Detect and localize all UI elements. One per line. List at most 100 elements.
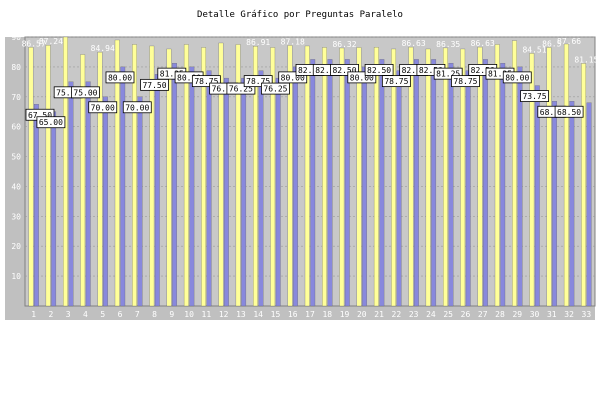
bar-series1-17 [304,45,310,307]
x-tick-label: 19 [340,310,350,319]
x-tick-label: 18 [322,310,332,319]
data-label-box [226,82,256,95]
data-label-text: 75.00 [56,88,80,97]
data-label-series2: 70.00 [88,101,118,114]
bar-series1-8 [149,45,155,307]
data-label-box [330,64,359,76]
bar-series2-22 [396,70,402,307]
bar-series2-27 [483,59,488,307]
x-tick-label: 32 [564,310,574,319]
data-label-text: 81.25 [488,70,512,79]
data-label-text: 82.50 [367,66,391,75]
data-label-text: 70.00 [91,103,115,112]
data-label-series2: 76.25 [226,82,256,95]
bar-series2-1 [33,104,39,307]
data-label-box [347,71,377,84]
data-label-text: 77.50 [142,81,166,90]
bar-series2-33 [586,102,592,307]
bar-series1-20 [356,47,362,307]
data-label-series2: 70.00 [122,101,152,114]
bar-series2-5 [103,96,108,307]
data-label-box [381,75,411,88]
x-tick-label: 29 [512,310,522,319]
data-label-series1: 87.66 [557,37,581,46]
bar-series2-17 [310,59,316,307]
bar-series1-27 [477,46,483,307]
data-label-series1: 87.18 [281,37,305,46]
bar-series2-32 [569,101,575,307]
x-tick-label: 7 [135,310,140,319]
data-label-series1: 86.35 [436,40,460,49]
x-tick-label: 2 [48,310,53,319]
data-label-series1: 86.91 [246,38,270,47]
data-label-series1: 86.5 [542,39,561,48]
data-label-text: 80.00 [350,73,374,82]
data-label-box [105,71,135,84]
x-tick-label: 26 [461,310,471,319]
bar-series1-31 [546,47,552,307]
bar-series2-30 [534,85,540,307]
data-label-series2: 78.75 [381,75,411,88]
bar-series2-20 [362,66,367,307]
x-tick-label: 28 [495,310,505,319]
bar-series1-13 [235,44,241,307]
bar-series2-29 [517,66,523,307]
data-label-series2: 73.75 [520,90,549,102]
data-label-text: 82.50 [402,66,426,75]
bar-series2-8 [154,74,160,307]
bar-series1-1 [28,47,34,307]
data-label-box [36,116,66,129]
data-label-series1: 87.24 [39,37,63,46]
x-tick-label: 20 [357,310,367,319]
data-label-text: 82.50 [315,66,339,75]
data-label-text: 81.25 [160,70,184,79]
bar-series1-5 [97,51,103,307]
data-label-series1: 86.57 [22,39,46,48]
data-label-text: 75.00 [73,88,97,97]
y-tick-label: 10 [11,272,21,281]
x-tick-label: 30 [530,310,540,319]
bar-series2-19 [344,59,350,307]
data-label-series2: 81.25 [433,67,463,80]
x-tick-label: 11 [202,310,212,319]
data-label-text: 76.25 [229,85,253,94]
x-tick-label: 24 [426,310,436,319]
bar-series1-9 [166,48,172,307]
data-label-series2: 82.50 [364,64,394,76]
data-label-box [364,64,394,76]
data-label-series2: 78.75 [243,75,273,88]
y-tick-label: 60 [11,123,21,132]
data-label-box [243,75,273,88]
data-label-series2: 75.00 [71,86,100,99]
data-label-series2: 80.00 [502,71,532,84]
data-label-series2: 80.00 [105,71,135,84]
y-tick-label: 30 [11,212,21,221]
bar-series2-15 [275,77,281,307]
data-label-box [278,71,308,84]
x-tick-label: 27 [478,310,488,319]
bar-series1-21 [373,47,379,307]
bar-series1-23 [408,46,414,307]
bar-series2-14 [258,70,264,307]
data-label-box [502,71,532,84]
x-tick-label: 6 [118,310,123,319]
x-tick-label: 9 [169,310,174,319]
x-tick-label: 8 [152,310,157,319]
bar-series2-4 [85,81,91,307]
bar-series2-18 [327,59,333,307]
data-label-text: 82.50 [298,66,322,75]
chart-title: Detalle Gráfico por Preguntas Paralelo [197,10,403,20]
data-label-box [433,67,463,80]
bar-series1-7 [132,44,137,307]
data-label-series1: 86.32 [332,40,356,49]
data-label-series2: 77.50 [140,78,169,91]
data-label-text: 76.25 [212,85,236,94]
data-label-text: 80.00 [505,73,529,82]
bar-series2-26 [465,70,471,307]
x-tick-label: 21 [374,310,384,319]
x-tick-label: 23 [409,310,419,319]
data-label-text: 65.00 [39,118,63,127]
bar-series1-15 [270,47,276,307]
bar-series1-12 [218,42,224,307]
bar-series2-25 [448,63,454,307]
